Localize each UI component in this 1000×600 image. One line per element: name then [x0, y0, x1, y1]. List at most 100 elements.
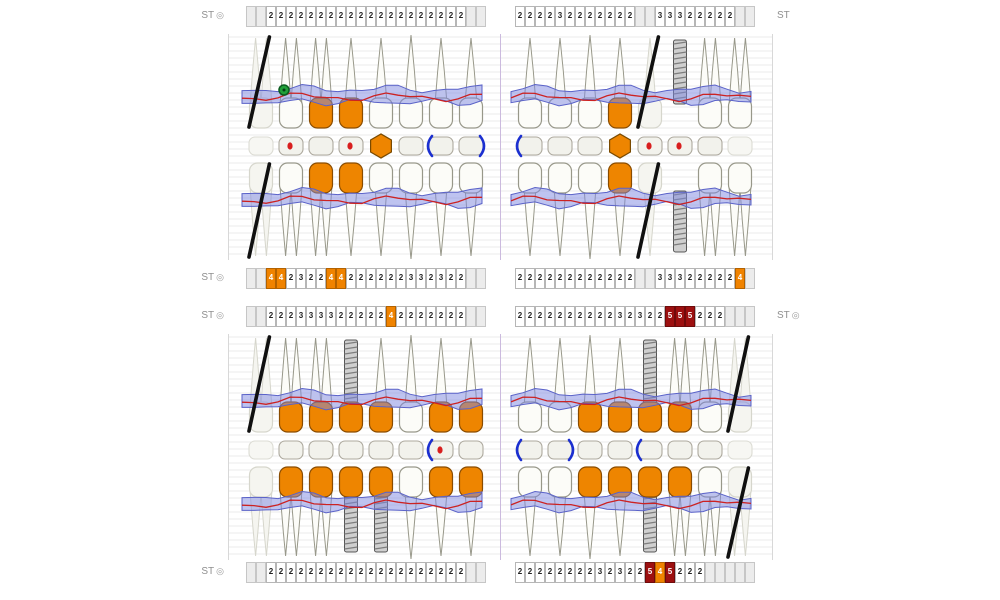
pocket-depth-cell[interactable]: [735, 6, 745, 27]
pocket-depth-cell[interactable]: 2: [575, 306, 585, 327]
pocket-depth-cell[interactable]: 4: [276, 268, 286, 289]
pocket-depth-cell[interactable]: 3: [675, 6, 685, 27]
tooth[interactable]: [577, 334, 603, 433]
pocket-depth-cell[interactable]: 2: [555, 562, 565, 583]
pocket-depth-cell[interactable]: [466, 562, 476, 583]
pocket-depth-cell[interactable]: 2: [565, 6, 575, 27]
tooth[interactable]: [607, 337, 633, 433]
pocket-depth-cell[interactable]: 2: [286, 306, 296, 327]
pocket-depth-cell[interactable]: 2: [416, 562, 426, 583]
pocket-depth-cell[interactable]: 2: [326, 6, 336, 27]
pocket-depth-cell[interactable]: [466, 268, 476, 289]
occlusal-surface[interactable]: [697, 440, 723, 460]
pocket-depth-cell[interactable]: [745, 268, 755, 289]
pocket-depth-cell[interactable]: [745, 562, 755, 583]
pocket-depth-cell[interactable]: [466, 6, 476, 27]
pocket-depth-cell[interactable]: 2: [575, 562, 585, 583]
pocket-depth-cell[interactable]: 2: [705, 306, 715, 327]
pocket-depth-cell[interactable]: 2: [695, 6, 705, 27]
tooth[interactable]: [308, 37, 334, 129]
tooth[interactable]: [547, 337, 573, 433]
pocket-depth-cell[interactable]: 2: [396, 562, 406, 583]
pocket-depth-cell[interactable]: [476, 268, 486, 289]
tooth[interactable]: [428, 162, 454, 257]
tooth[interactable]: [428, 337, 454, 433]
pocket-depth-cell[interactable]: 2: [575, 268, 585, 289]
tooth[interactable]: [398, 34, 424, 129]
pocket-depth-cell[interactable]: 2: [635, 562, 645, 583]
pocket-depth-cell[interactable]: 2: [585, 268, 595, 289]
pocket-depth-cell[interactable]: 2: [655, 306, 665, 327]
pocket-depth-cell[interactable]: [645, 268, 655, 289]
pocket-depth-cell[interactable]: [476, 562, 486, 583]
tooth[interactable]: [338, 37, 364, 129]
pocket-depth-cell[interactable]: 2: [605, 306, 615, 327]
pocket-depth-cell[interactable]: 2: [515, 306, 525, 327]
pocket-depth-cell[interactable]: [745, 6, 755, 27]
pocket-depth-cell[interactable]: 2: [535, 306, 545, 327]
pocket-depth-cell[interactable]: 2: [695, 562, 705, 583]
tooth[interactable]: [338, 339, 364, 433]
occlusal-surface[interactable]: [727, 440, 753, 460]
pocket-depth-cell[interactable]: 2: [535, 6, 545, 27]
pocket-depth-cell[interactable]: [476, 306, 486, 327]
pocket-depth-cell[interactable]: [256, 562, 266, 583]
tooth[interactable]: [278, 466, 304, 557]
pocket-depth-cell[interactable]: 2: [346, 306, 356, 327]
pocket-depth-cell[interactable]: 2: [356, 268, 366, 289]
pocket-depth-cell[interactable]: 2: [316, 268, 326, 289]
pocket-depth-cell[interactable]: 2: [645, 306, 655, 327]
tooth[interactable]: [248, 466, 274, 557]
pocket-depth-cell[interactable]: 2: [625, 268, 635, 289]
tooth[interactable]: [458, 162, 484, 257]
pocket-depth-cell[interactable]: 2: [625, 6, 635, 27]
pocket-depth-cell[interactable]: 2: [326, 562, 336, 583]
pocket-depth-cell[interactable]: 3: [655, 268, 665, 289]
pocket-depth-cell[interactable]: 2: [426, 306, 436, 327]
pocket-depth-cell[interactable]: 3: [655, 6, 665, 27]
pocket-depth-cell[interactable]: 4: [326, 268, 336, 289]
pocket-depth-cell[interactable]: 2: [456, 306, 466, 327]
occlusal-surface[interactable]: [515, 134, 543, 158]
pocket-depth-cell[interactable]: 2: [585, 562, 595, 583]
pocket-depth-cell[interactable]: 2: [615, 6, 625, 27]
tooth[interactable]: [517, 162, 543, 257]
pocket-depth-cell[interactable]: 2: [446, 562, 456, 583]
pocket-depth-cell[interactable]: 2: [276, 562, 286, 583]
tooth[interactable]: [577, 162, 603, 260]
pocket-depth-cell[interactable]: 2: [695, 306, 705, 327]
pocket-depth-cell[interactable]: 2: [545, 306, 555, 327]
occlusal-surface[interactable]: [515, 438, 543, 462]
tooth[interactable]: [517, 466, 543, 557]
pocket-depth-cell[interactable]: 2: [615, 268, 625, 289]
pocket-depth-cell[interactable]: 2: [376, 306, 386, 327]
occlusal-surface[interactable]: [458, 134, 486, 158]
pocket-depth-cell[interactable]: 2: [685, 6, 695, 27]
pocket-depth-cell[interactable]: 2: [386, 562, 396, 583]
pocket-depth-cell[interactable]: 3: [675, 268, 685, 289]
pocket-depth-cell[interactable]: [745, 306, 755, 327]
pocket-depth-cell[interactable]: 2: [436, 6, 446, 27]
pocket-depth-cell[interactable]: 2: [316, 562, 326, 583]
pocket-depth-cell[interactable]: 2: [366, 306, 376, 327]
tooth[interactable]: [727, 37, 753, 129]
occlusal-surface[interactable]: [368, 440, 394, 460]
pocket-depth-cell[interactable]: 2: [366, 562, 376, 583]
pocket-depth-cell[interactable]: 3: [665, 6, 675, 27]
occlusal-surface[interactable]: [308, 440, 334, 460]
tooth[interactable]: [398, 466, 424, 560]
tooth[interactable]: [517, 337, 543, 433]
tooth[interactable]: [577, 34, 603, 129]
tooth[interactable]: [308, 337, 334, 433]
occlusal-surface[interactable]: [637, 136, 663, 156]
tooth[interactable]: [637, 339, 663, 433]
pocket-depth-cell[interactable]: 2: [555, 306, 565, 327]
tooth[interactable]: [727, 162, 753, 257]
pocket-depth-cell[interactable]: 3: [615, 562, 625, 583]
pocket-depth-cell[interactable]: 2: [376, 562, 386, 583]
tooth[interactable]: [697, 337, 723, 433]
pocket-depth-cell[interactable]: 2: [605, 6, 615, 27]
pocket-depth-cell[interactable]: 2: [266, 562, 276, 583]
pocket-depth-cell[interactable]: [256, 6, 266, 27]
tooth[interactable]: [368, 37, 394, 129]
